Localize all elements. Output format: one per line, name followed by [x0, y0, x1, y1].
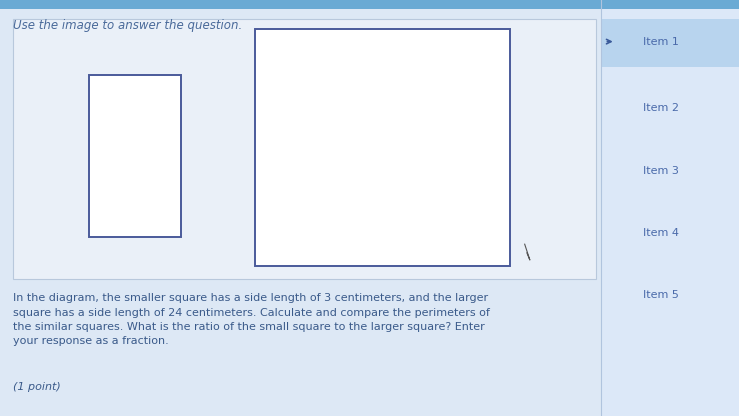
Text: Item 1: Item 1	[643, 37, 679, 47]
Text: Use the image to answer the question.: Use the image to answer the question.	[13, 19, 242, 32]
Text: In the diagram, the smaller square has a side length of 3 centimeters, and the l: In the diagram, the smaller square has a…	[13, 293, 489, 347]
Bar	[601, 19, 739, 67]
Text: Item 4: Item 4	[643, 228, 679, 238]
Text: Item 5: Item 5	[643, 290, 679, 300]
Bar	[601, 0, 739, 416]
Bar	[255, 29, 510, 266]
Text: Item 3: Item 3	[643, 166, 679, 176]
Text: Item 2: Item 2	[643, 103, 679, 113]
Bar	[0, 0, 739, 9]
Bar	[89, 75, 181, 237]
Text: (1 point): (1 point)	[13, 382, 61, 392]
Bar	[13, 19, 596, 279]
